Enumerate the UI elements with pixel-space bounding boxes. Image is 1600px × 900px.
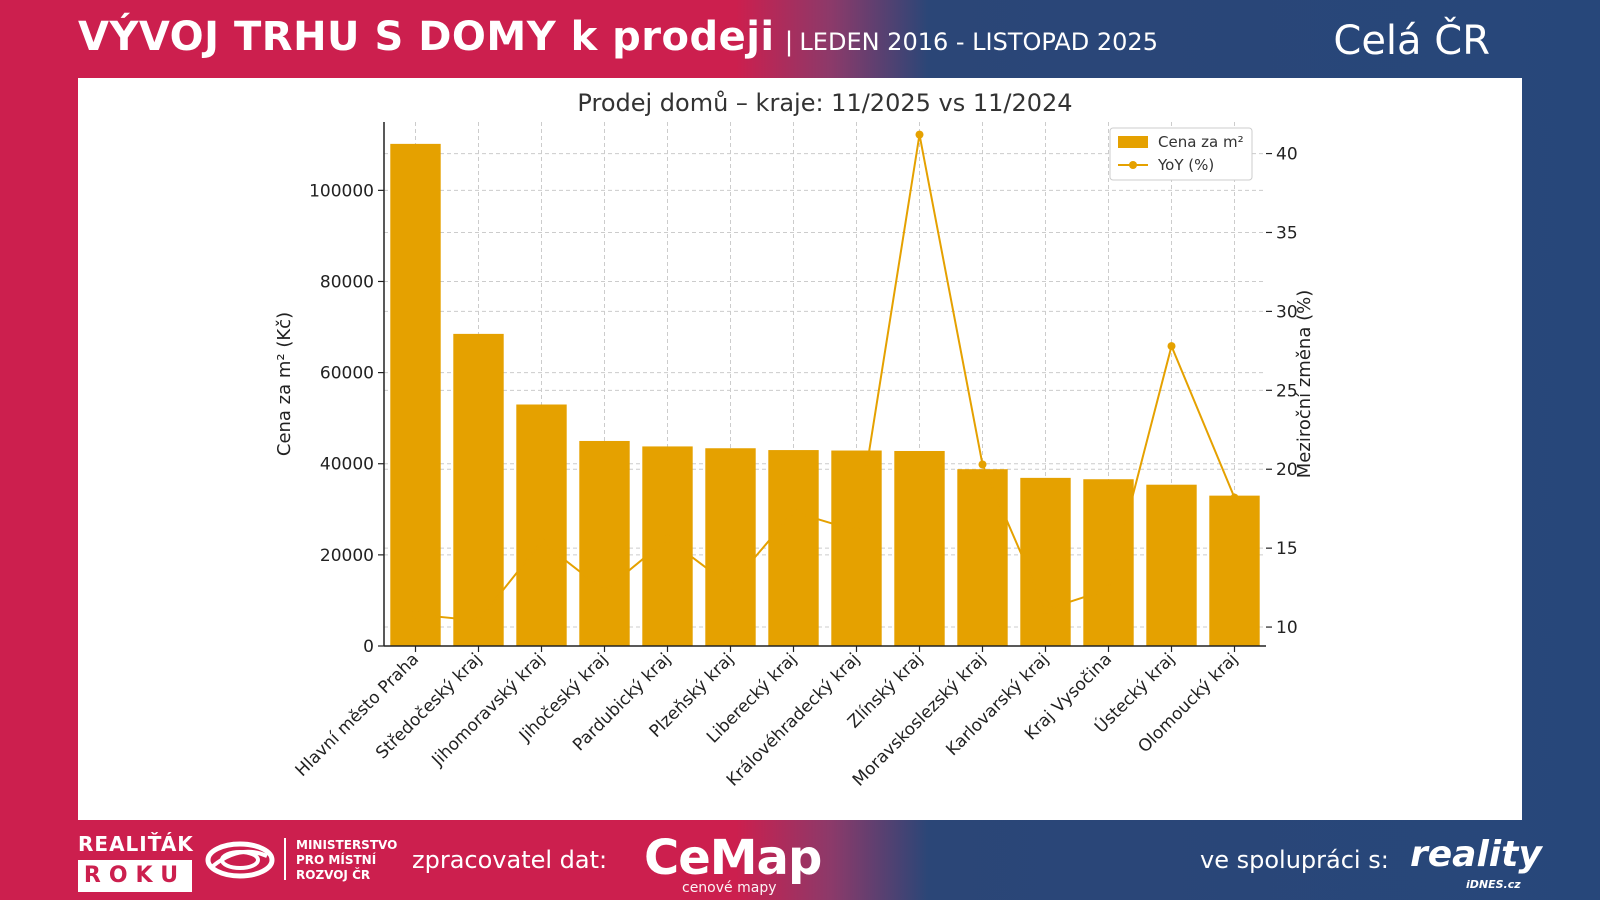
- yoy-point: [789, 507, 798, 516]
- y-tick-label: 80000: [320, 272, 374, 292]
- bar: [957, 469, 1008, 646]
- x-tick-label: Jihomoravský kraj: [428, 649, 550, 771]
- bar: [1020, 477, 1071, 646]
- bar: [894, 450, 945, 646]
- cemap-subtitle: cenové mapy: [682, 880, 777, 896]
- chart-svg: Prodej domů – kraje: 11/2025 vs 11/2024 0…: [274, 89, 1315, 791]
- yoy-line: [415, 134, 1236, 622]
- y2-tick-label: 25: [1276, 381, 1298, 401]
- y2-tick-label: 15: [1276, 539, 1298, 559]
- page-title: VÝVOJ TRHU S DOMY k prodeji: [78, 14, 775, 60]
- ministry-emblem-icon: [205, 836, 275, 888]
- bar: [642, 446, 693, 646]
- region-label: Celá ČR: [1333, 18, 1490, 64]
- chart-panel: Prodej domů – kraje: 11/2025 vs 11/2024 0…: [78, 78, 1522, 820]
- x-tick-label: Hlavní město Praha: [292, 649, 423, 780]
- y-tick-label: 20000: [320, 546, 374, 566]
- yoy-point: [537, 537, 546, 546]
- yoy-point: [1104, 585, 1113, 594]
- yoy-point: [978, 460, 987, 469]
- yoy-point: [663, 534, 672, 543]
- y2-tick-label: 40: [1276, 145, 1298, 165]
- yoy-point: [726, 582, 735, 591]
- bar: [1083, 479, 1134, 646]
- y-tick-label: 100000: [309, 181, 374, 201]
- ministry-divider: [284, 838, 286, 880]
- y2-tick-label: 30: [1276, 302, 1298, 322]
- idnes-subtitle: iDNES.cz: [1466, 878, 1521, 891]
- reality-idnes-logo: reality: [1410, 834, 1542, 875]
- yoy-point: [915, 130, 924, 139]
- header-title-block: VÝVOJ TRHU S DOMY k prodeji | LEDEN 2016…: [78, 14, 1158, 60]
- data-processor-label: zpracovatel dat:: [412, 846, 608, 874]
- legend-line-label: YoY (%): [1157, 156, 1214, 174]
- ministry-name: MINISTERSTVO PRO MÍSTNÍ ROZVOJ ČR: [296, 838, 398, 882]
- legend-line-marker: [1129, 161, 1137, 169]
- yoy-point: [1230, 493, 1239, 502]
- y2-tick-label: 35: [1276, 223, 1298, 243]
- y-tick-label: 0: [363, 637, 374, 657]
- legend-bar-swatch: [1118, 136, 1148, 148]
- y-tick-label: 60000: [320, 364, 374, 384]
- bar: [1146, 484, 1197, 646]
- realitak-roku-logo: REALIŤÁK ROKU: [78, 832, 194, 892]
- bar: [831, 450, 882, 646]
- partner-label: ve spolupráci s:: [1200, 846, 1389, 874]
- y2-tick-label: 10: [1276, 618, 1298, 638]
- yoy-point: [852, 526, 861, 535]
- realitak-top-text: REALIŤÁK: [78, 832, 194, 856]
- x-tick-label: Středočeský kraj: [372, 649, 486, 763]
- y-axis-label: Cena za m² (Kč): [274, 312, 295, 456]
- chart-title: Prodej domů – kraje: 11/2025 vs 11/2024: [577, 89, 1072, 117]
- yoy-point: [600, 586, 609, 595]
- y-tick-label: 40000: [320, 455, 374, 475]
- yoy-point: [411, 610, 420, 619]
- title-separator: |: [784, 27, 794, 57]
- period-label: LEDEN 2016 - LISTOPAD 2025: [799, 28, 1158, 56]
- yoy-point: [1041, 605, 1050, 614]
- bar: [390, 143, 441, 646]
- yoy-point: [1167, 342, 1176, 351]
- footer: REALIŤÁK ROKU MINISTERSTVO PRO MÍSTNÍ RO…: [0, 822, 1600, 900]
- yoy-point: [474, 616, 483, 625]
- y2-axis-label: Meziroční změna (%): [1294, 290, 1315, 478]
- realitak-bottom-text: ROKU: [78, 860, 192, 892]
- bar: [453, 333, 504, 646]
- bar: [579, 440, 630, 646]
- bar: [705, 448, 756, 646]
- bar: [768, 450, 819, 646]
- legend-bar-label: Cena za m²: [1158, 133, 1244, 151]
- cemap-logo: CeMap: [644, 830, 822, 886]
- bar: [1209, 495, 1260, 646]
- bar: [516, 404, 567, 646]
- y2-tick-label: 20: [1276, 460, 1298, 480]
